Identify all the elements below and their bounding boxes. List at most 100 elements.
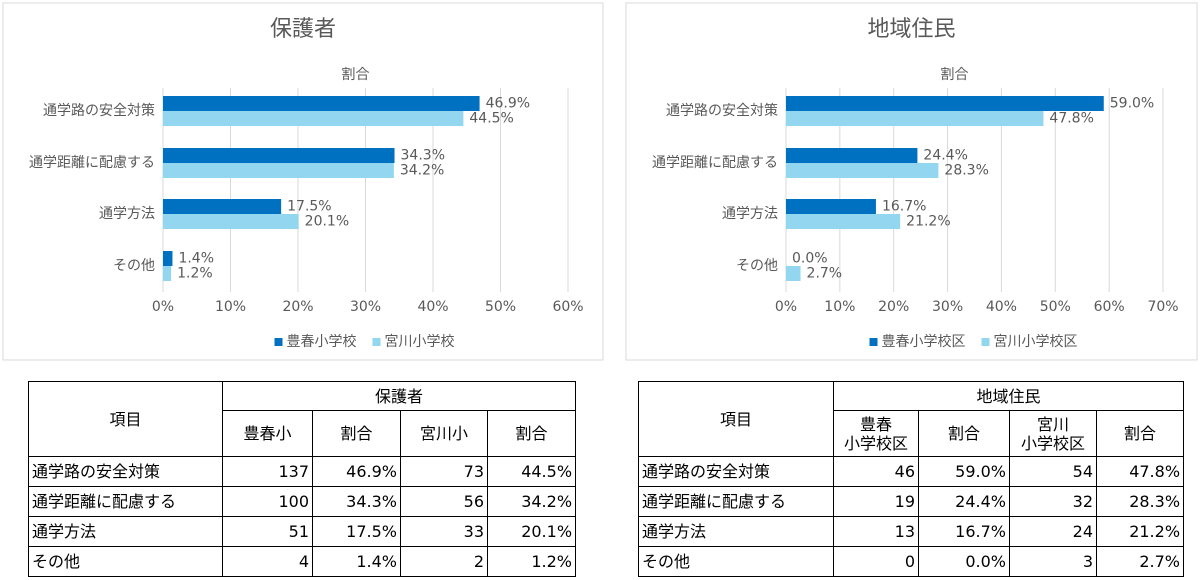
table-cell-number: 24	[1009, 516, 1097, 547]
x-tick-label: 20%	[282, 299, 313, 315]
x-tick-label: 0%	[775, 299, 797, 315]
data-label: 34.3%	[401, 148, 445, 164]
data-label: 20.1%	[305, 214, 349, 230]
header-row: 豊春小 割合 宮川小 割合	[29, 410, 577, 457]
table-cell-number: 54	[1009, 456, 1097, 487]
data-label: 24.4%	[923, 148, 967, 164]
item-header: 項目	[28, 381, 223, 457]
data-row: 通学方法 51 17.5% 33 20.1%	[28, 516, 577, 547]
table-cell-number: 0	[833, 546, 919, 577]
x-tick-label: 60%	[552, 299, 583, 315]
table-cell-number: 100	[222, 486, 313, 517]
axis-label: 割合	[342, 67, 370, 83]
table-cell-number: 24.4%	[918, 486, 1010, 517]
column-header: 宮川 小学校区	[1009, 410, 1097, 457]
legend-label: 豊春小学校区	[882, 334, 966, 350]
data-label: 1.4%	[178, 251, 214, 267]
chart-title: 地域住民	[867, 17, 955, 42]
table-cell-number: 33	[400, 516, 488, 547]
table-cell-number: 28.3%	[1095, 486, 1185, 517]
table-cell-number: 3	[1009, 546, 1097, 577]
data-label: 44.5%	[469, 111, 513, 127]
table-cell-number: 1.2%	[486, 546, 577, 577]
data-label: 46.9%	[486, 96, 530, 112]
legend-label: 宮川小学校	[385, 334, 455, 350]
category-label: 通学方法	[722, 206, 778, 222]
table-cell-item: その他	[28, 546, 223, 577]
table-cell-item: 通学距離に配慮する	[638, 486, 834, 517]
category-label: 通学路の安全対策	[43, 102, 155, 119]
table-cell-item: 通学路の安全対策	[638, 456, 834, 487]
group-header: 地域住民	[832, 381, 1185, 411]
data-row: 通学路の安全対策 137 46.9% 73 44.5%	[28, 456, 577, 487]
column-header: 豊春小	[222, 410, 313, 457]
category-label: その他	[736, 258, 778, 274]
category-label: 通学距離に配慮する	[29, 155, 155, 171]
chart-title: 保護者	[270, 17, 336, 42]
data-label: 17.5%	[287, 199, 331, 215]
x-tick-label: 30%	[932, 299, 963, 315]
x-tick-label: 10%	[824, 299, 855, 315]
data-table: 項目 保護者 豊春小 割合 宮川小 割合 通学路の安全対策 137 46.9% 73 44.5% 通学…	[28, 381, 577, 577]
table-cell-item: 通学距離に配慮する	[28, 486, 223, 517]
group-header: 保護者	[221, 381, 577, 411]
header-row: 項目 地域住民	[638, 381, 1185, 457]
data-label: 28.3%	[944, 163, 988, 179]
table-cell-number: 13	[833, 516, 919, 547]
bar	[163, 251, 173, 266]
table-cell-number: 46	[833, 456, 919, 487]
bar	[786, 199, 876, 214]
category-label: その他	[113, 258, 155, 274]
table-cell-item: 通学方法	[638, 516, 834, 547]
table-cell-item: 通学路の安全対策	[28, 456, 223, 487]
legend-label: 豊春小学校	[287, 334, 357, 350]
legend-marker	[981, 338, 990, 346]
table-cell-number: 46.9%	[312, 456, 401, 487]
data-row: 通学距離に配慮する 100 34.3% 56 34.2%	[28, 486, 577, 517]
table-cell-number: 16.7%	[918, 516, 1010, 547]
column-header: 宮川小	[400, 410, 488, 457]
category-label: 通学距離に配慮する	[652, 155, 778, 171]
bar	[163, 111, 464, 126]
item-header: 項目	[638, 381, 834, 457]
column-header: 割合	[486, 410, 577, 457]
table-cell-number: 34.2%	[486, 486, 577, 517]
column-header: 豊春 小学校区	[833, 410, 919, 457]
data-label: 16.7%	[882, 199, 926, 215]
data-table: 項目 地域住民 豊春 小学校区 割合 宮川 小学校区 割合 通学路の安全対策 46 59.0% 5…	[638, 381, 1185, 577]
bar	[163, 214, 299, 229]
x-tick-label: 50%	[1040, 299, 1071, 315]
bar	[163, 163, 394, 178]
bar	[786, 148, 918, 163]
table-cell-number: 56	[400, 486, 488, 517]
data-row: その他 0 0.0% 3 2.7%	[638, 546, 1185, 577]
table-cell-number: 47.8%	[1095, 456, 1185, 487]
table-cell-number: 59.0%	[918, 456, 1010, 487]
table-cell-item: 通学方法	[28, 516, 223, 547]
data-label: 47.8%	[1049, 111, 1093, 127]
data-row: その他 4 1.4% 2 1.2%	[28, 546, 577, 577]
category-label: 通学方法	[99, 206, 155, 222]
axis-label: 割合	[941, 67, 969, 83]
x-tick-label: 40%	[417, 299, 448, 315]
table-cell-number: 2	[400, 546, 488, 577]
table-cell-number: 0.0%	[918, 546, 1010, 577]
x-tick-label: 30%	[350, 299, 381, 315]
x-tick-label: 0%	[152, 299, 174, 315]
header-row: 豊春 小学校区 割合 宮川 小学校区 割合	[639, 410, 1185, 457]
column-header: 割合	[918, 410, 1010, 457]
table-cell-number: 17.5%	[312, 516, 401, 547]
bar	[163, 199, 282, 214]
table-cell-number: 137	[222, 456, 313, 487]
data-label: 21.2%	[906, 214, 950, 230]
header-row: 項目 保護者	[28, 381, 577, 457]
data-label: 0.0%	[792, 251, 828, 267]
x-tick-label: 10%	[215, 299, 246, 315]
legend-marker	[372, 338, 381, 346]
bar	[163, 96, 480, 111]
data-label: 34.2%	[400, 163, 444, 179]
x-tick-label: 70%	[1147, 299, 1178, 315]
bar	[786, 111, 1044, 126]
table-cell-number: 1.4%	[312, 546, 401, 577]
bar	[786, 96, 1104, 111]
